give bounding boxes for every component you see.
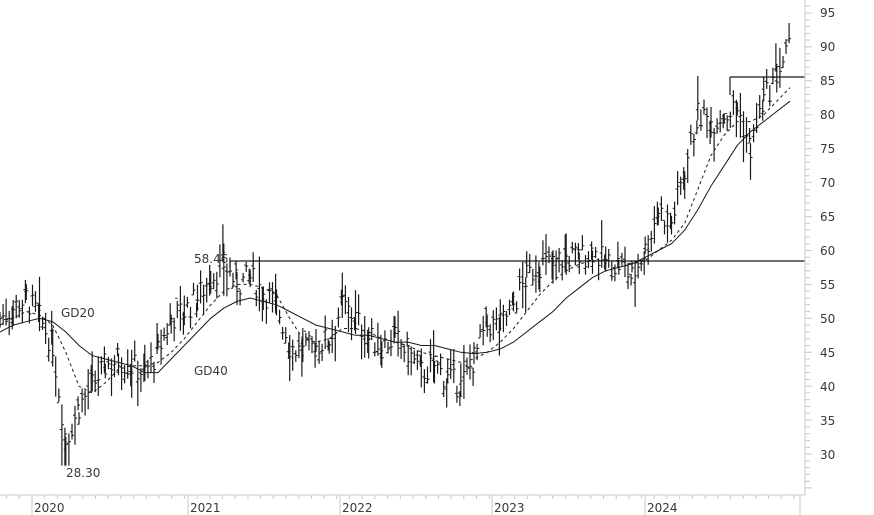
- price-bars: [0, 23, 792, 466]
- x-axis-minor-ticks: [6, 495, 795, 499]
- y-tick-95: 95: [820, 6, 835, 20]
- gd20-moving-average-line: [0, 87, 791, 394]
- annotation-low-28-30: 28.30: [66, 466, 100, 480]
- label-gd40: GD40: [194, 364, 228, 378]
- y-tick-45: 45: [820, 346, 835, 360]
- y-tick-85: 85: [820, 74, 835, 88]
- annotation-high-58-46: 58.46: [194, 252, 228, 266]
- y-tick-30: 30: [820, 448, 835, 462]
- x-tick-2024: 2024: [647, 501, 678, 515]
- label-gd20: GD20: [61, 306, 95, 320]
- y-tick-55: 55: [820, 278, 835, 292]
- y-axis-minor-ticks: [805, 5, 812, 489]
- y-tick-65: 65: [820, 210, 835, 224]
- y-tick-90: 90: [820, 40, 835, 54]
- y-tick-75: 75: [820, 142, 835, 156]
- x-tick-2020: 2020: [34, 501, 65, 515]
- y-tick-35: 35: [820, 414, 835, 428]
- y-tick-70: 70: [820, 176, 835, 190]
- y-tick-60: 60: [820, 244, 835, 258]
- y-tick-50: 50: [820, 312, 835, 326]
- x-tick-2023: 2023: [494, 501, 525, 515]
- y-tick-40: 40: [820, 380, 835, 394]
- x-tick-2021: 2021: [190, 501, 221, 515]
- y-tick-80: 80: [820, 108, 835, 122]
- y-axis-labels: 95 90 85 80 75 70 65 60 55 50 45 40 35 3…: [820, 6, 835, 462]
- x-tick-2022: 2022: [342, 501, 373, 515]
- x-axis-labels: 2020 2021 2022 2023 2024: [31, 495, 801, 515]
- gd40-moving-average-line: [0, 100, 791, 374]
